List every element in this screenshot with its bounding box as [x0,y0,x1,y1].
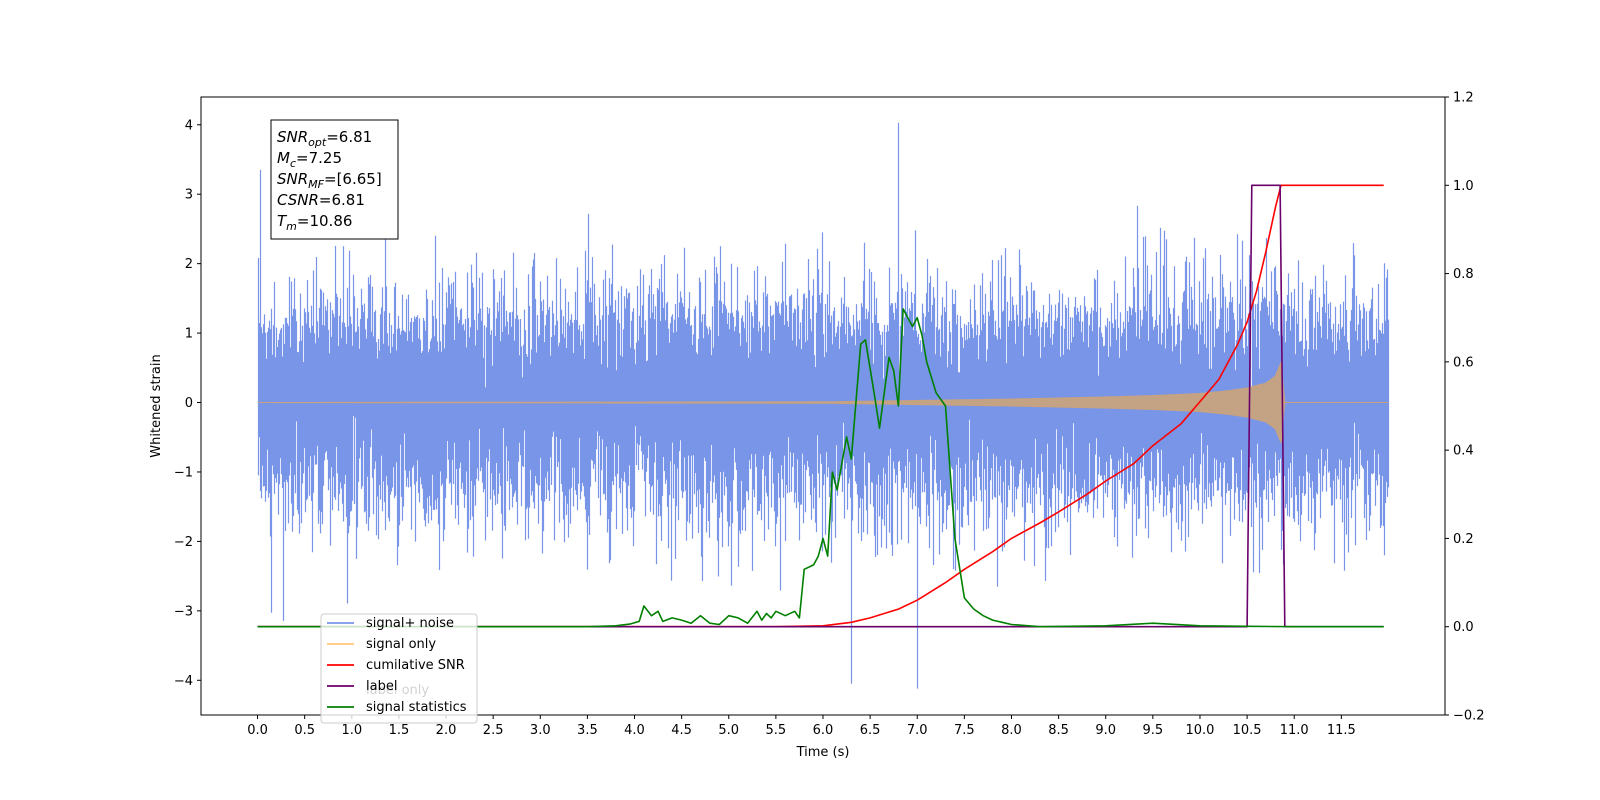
x-tick-label: 8.0 [1001,723,1022,738]
series-signal-statistics-line [257,308,1384,628]
y2-tick-label: 1.0 [1453,179,1474,194]
y2-tick-label: 0.8 [1453,267,1474,282]
y2-tick-label: 0.0 [1453,620,1474,635]
x-tick-label: 4.0 [624,723,645,738]
x-tick-label: 6.5 [860,723,881,738]
annotation-line: SNRopt=6.81 [277,128,372,149]
y-tick-label: −3 [174,604,193,619]
y-tick-label: 3 [185,188,193,203]
x-tick-label: 6.0 [813,723,834,738]
y-axis-ticks: −4 −3 −2 −1 0 1 2 3 4 [174,118,201,689]
x-tick-label: 5.0 [718,723,739,738]
x-tick-label: 3.5 [577,723,598,738]
y-tick-label: 4 [185,118,193,133]
annotation-line: Mc=7.25 [277,149,342,170]
plot-area [257,122,1390,689]
y-tick-label: −4 [174,674,193,689]
y2-tick-label: 1.2 [1453,91,1474,106]
x-axis-ticks: 0.0 0.5 1.0 1.5 2.0 2.5 3.0 3.5 4.0 4.5 5.0 5.5 6.0 6… [247,715,1356,738]
legend-frame [320,613,478,724]
x-tick-label: 11.0 [1280,723,1309,738]
y-tick-label: 0 [185,396,193,411]
legend-label: label [366,679,397,694]
x-tick-label: 0.5 [294,723,315,738]
legend-label: cumilative SNR [366,658,465,673]
annotation-line: Tm=10.86 [277,212,352,233]
x-axis-label: Time (s) [796,745,850,760]
annotation-line: SNRMF=[6.65] [277,170,382,191]
legend-label: signal+ noise [366,616,454,631]
y-axis-label: Whitened strain [149,354,164,457]
y-tick-label: 2 [185,257,193,272]
legend-label: signal statistics [366,700,467,715]
y-tick-label: 1 [185,327,193,342]
x-tick-label: 10.0 [1185,723,1214,738]
x-tick-label: 0.0 [247,723,268,738]
y2-tick-label: 0.6 [1453,355,1474,370]
x-tick-label: 9.0 [1095,723,1116,738]
x-tick-label: 4.5 [671,723,692,738]
x-tick-label: 7.5 [954,723,975,738]
x-tick-label: 5.5 [766,723,787,738]
x-tick-label: 1.5 [389,723,410,738]
y2-tick-label: 0.2 [1453,532,1474,547]
y-tick-label: −2 [174,535,193,550]
legend-label: signal only [366,637,436,652]
y2-tick-label: 0.4 [1453,444,1474,459]
y-tick-label: −1 [174,465,193,480]
x-tick-label: 2.5 [483,723,504,738]
x-tick-label: 3.0 [530,723,551,738]
x-tick-label: 10.5 [1233,723,1262,738]
series-cumilative-snr-line [257,184,1384,628]
y2-tick-label: −0.2 [1453,709,1485,724]
legend: label only signal+ noise signal only cumil… [320,613,478,724]
x-tick-label: 11.5 [1327,723,1356,738]
x-tick-label: 8.5 [1048,723,1069,738]
annotation-frame [270,119,399,240]
annotation-line: CSNR=6.81 [277,191,365,209]
x-tick-label: 2.0 [436,723,457,738]
x-tick-label: 9.5 [1143,723,1164,738]
x-tick-label: 1.0 [341,723,362,738]
legend-obscured-text: label only [366,683,429,698]
series-signal-only-line [257,362,1389,443]
x-tick-label: 7.0 [907,723,928,738]
y2-axis-ticks: −0.2 0.0 0.2 0.4 0.6 0.8 1.0 1.2 [1445,91,1485,724]
